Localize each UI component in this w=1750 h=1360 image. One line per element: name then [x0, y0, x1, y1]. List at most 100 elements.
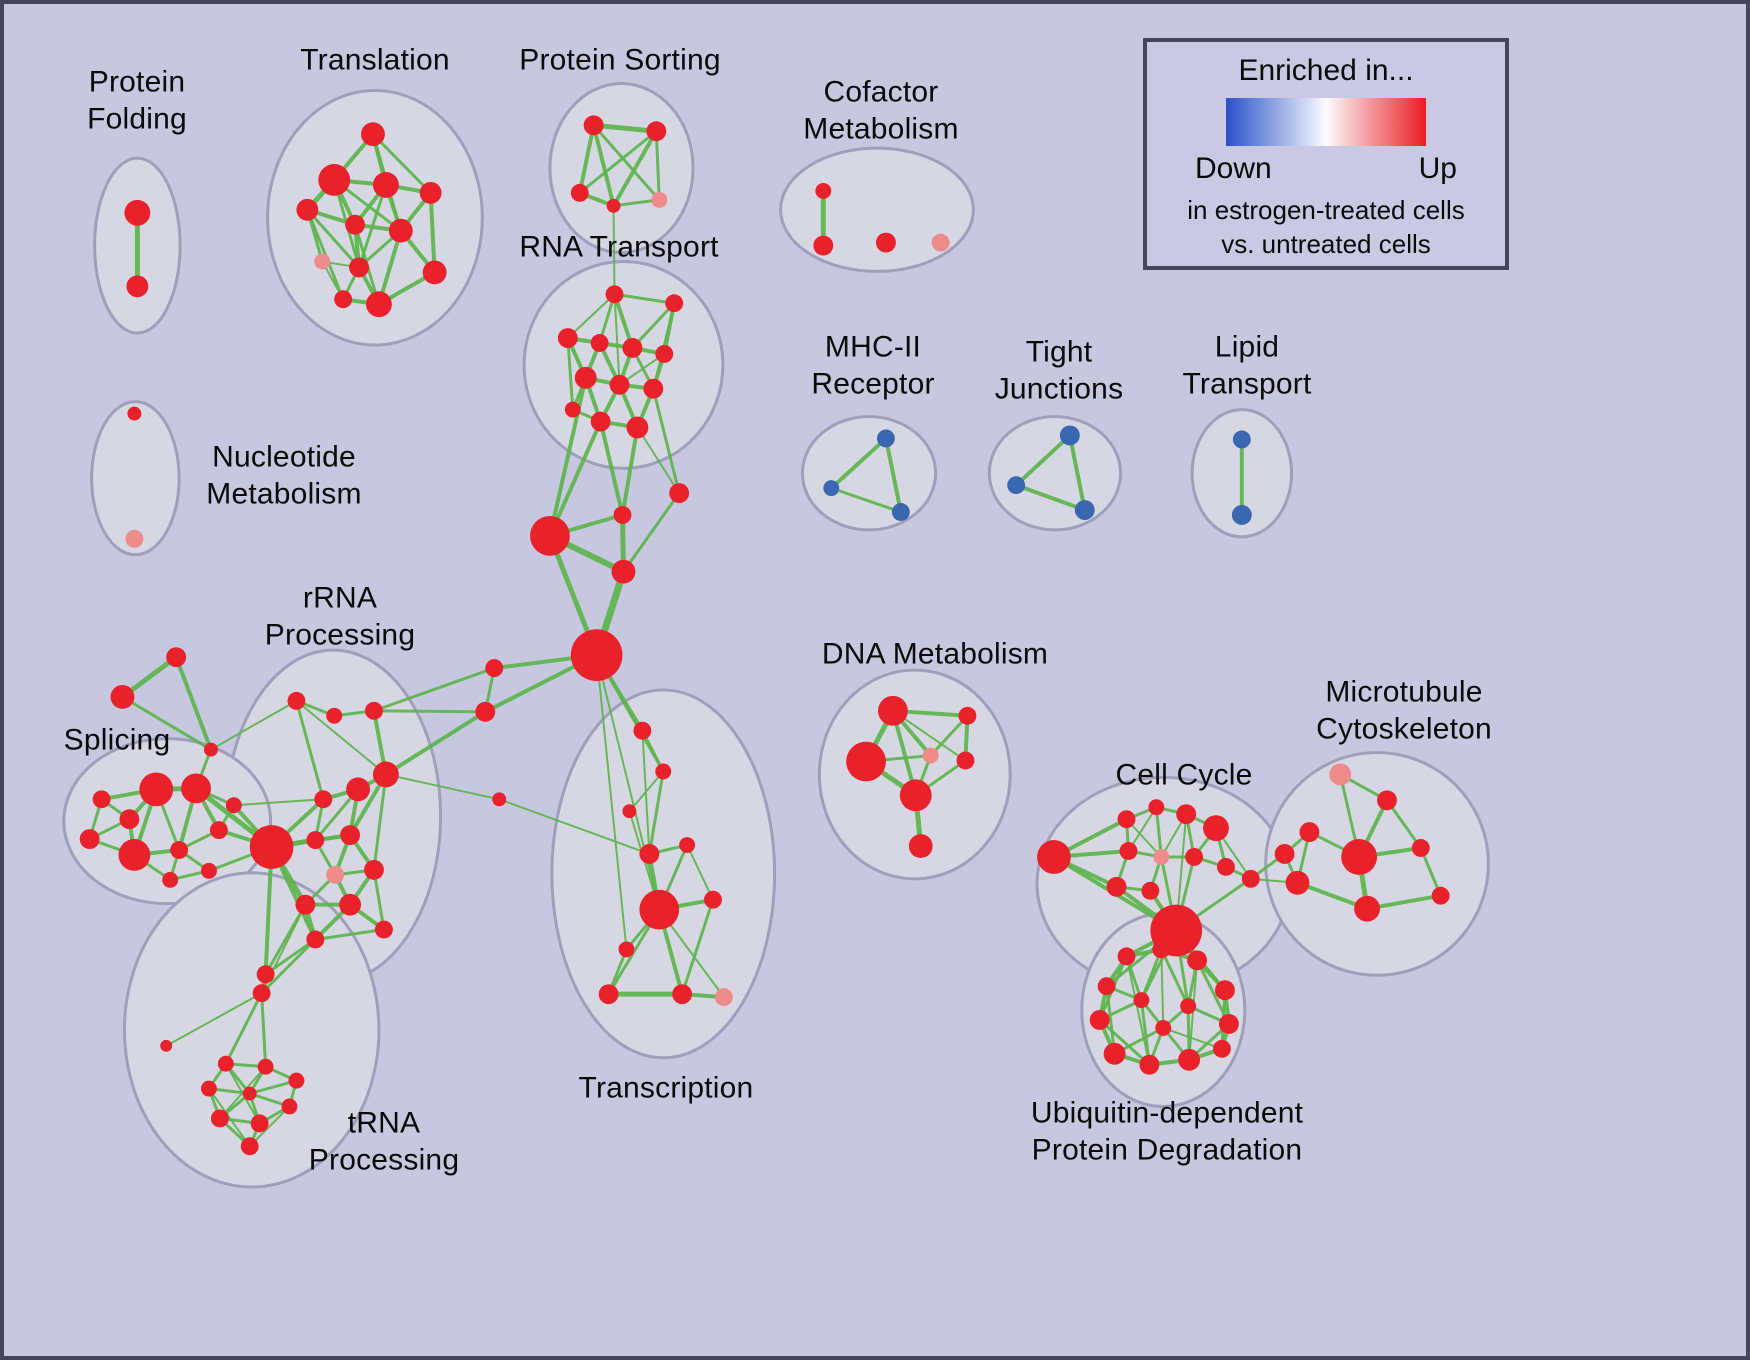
network-node-tx1 — [633, 721, 652, 740]
cluster-ellipse-rna-transport — [522, 259, 725, 470]
network-node-mt5 — [1411, 839, 1430, 857]
network-node-tx9 — [598, 984, 619, 1005]
network-edge — [372, 666, 496, 713]
network-node-ps4 — [606, 198, 621, 213]
network-node-ub4 — [1097, 977, 1116, 996]
network-node-ub1 — [1117, 947, 1136, 966]
network-node-cc9 — [1216, 857, 1235, 876]
network-node-rr16 — [256, 965, 275, 984]
network-node-tj2 — [1007, 476, 1026, 495]
network-edge — [566, 336, 575, 412]
network-node-sp5 — [79, 829, 100, 849]
network-node-rr10 — [326, 865, 345, 884]
network-edge — [207, 1087, 251, 1148]
network-node-sp1 — [139, 772, 174, 807]
network-node-tp10 — [250, 1114, 269, 1133]
network-edge — [647, 769, 665, 856]
network-node-sp3 — [92, 790, 111, 809]
cluster-label-translation: Translation — [300, 43, 450, 77]
network-node-dm1 — [877, 695, 908, 726]
network-edge — [384, 773, 501, 801]
network-node-rt6 — [655, 344, 674, 363]
network-node-nm1 — [127, 406, 142, 421]
network-node-st1 — [166, 647, 187, 668]
network-node-ub9 — [1139, 1054, 1160, 1075]
network-node-tp6 — [200, 1080, 217, 1097]
network-node-mt6 — [1285, 870, 1310, 895]
network-node-cc13 — [1274, 844, 1295, 864]
cluster-label-cell-cycle: Cell Cycle — [1115, 758, 1253, 792]
cluster-label-nucleotide-metabolism: Nucleotide Metabolism — [206, 440, 362, 510]
network-edge — [120, 695, 213, 752]
network-node-ub14 — [1155, 1019, 1172, 1036]
network-edge — [1139, 947, 1163, 1002]
network-node-cn5 — [475, 701, 496, 722]
network-node-ub7 — [1218, 1014, 1239, 1034]
network-node-rt5 — [622, 338, 643, 358]
network-node-sp2 — [181, 773, 211, 804]
network-node-tr7 — [388, 218, 413, 243]
network-node-ub13 — [1180, 998, 1197, 1015]
network-edge — [547, 419, 603, 538]
network-node-tx5 — [679, 837, 696, 853]
cluster-label-ubiquitin-degradation: Ubiquitin-dependent Protein Degradation — [1030, 1096, 1304, 1166]
network-edge — [592, 123, 661, 202]
network-node-sp6 — [118, 839, 151, 871]
network-node-rr4 — [372, 761, 399, 788]
network-node-ub8 — [1103, 1042, 1126, 1065]
network-node-tj3 — [1074, 500, 1095, 520]
network-node-mh2 — [823, 480, 840, 497]
network-edge — [1125, 955, 1151, 1066]
network-node-pf1 — [124, 199, 151, 226]
network-node-mh1 — [876, 429, 895, 448]
network-node-rr3 — [365, 701, 383, 720]
network-node-ub11 — [1213, 1039, 1231, 1058]
network-node-cn1 — [669, 483, 690, 504]
network-node-ps5 — [651, 191, 668, 208]
network-edge — [591, 123, 616, 208]
network-node-rt3 — [557, 328, 578, 348]
network-edge — [248, 1105, 291, 1148]
network-edge — [630, 301, 676, 350]
network-node-tx10 — [672, 984, 693, 1005]
network-edge — [591, 122, 659, 134]
cluster-label-mhc-ii-receptor: MHC-II Receptor — [811, 330, 935, 400]
network-node-cc12 — [1241, 869, 1260, 888]
network-node-mh3 — [891, 503, 910, 521]
network-node-cn6 — [485, 659, 504, 678]
network-node-ub5 — [1214, 980, 1235, 1001]
network-edge — [224, 991, 264, 1066]
network-node-tx7 — [704, 890, 722, 909]
network-edge — [628, 770, 665, 813]
cluster-label-protein-sorting: Protein Sorting — [519, 43, 721, 77]
network-node-cc8 — [1185, 848, 1204, 866]
network-node-rt1 — [605, 285, 624, 304]
network-node-tr11 — [366, 291, 392, 318]
network-node-tr10 — [422, 260, 447, 285]
cluster-ellipse-protein-sorting — [548, 82, 695, 255]
network-node-rt2 — [665, 294, 684, 313]
network-edge — [620, 425, 640, 517]
network-node-nm2 — [125, 529, 144, 548]
network-edge — [260, 937, 317, 995]
cluster-label-tight-junctions: Tight Junctions — [994, 335, 1124, 405]
network-node-tj1 — [1059, 425, 1080, 446]
network-edge — [611, 129, 659, 208]
network-node-cn4 — [611, 559, 636, 584]
network-edge — [383, 709, 488, 777]
network-edge — [577, 123, 596, 195]
network-node-rr11 — [364, 859, 384, 880]
network-edge — [829, 486, 903, 514]
network-edge — [209, 699, 298, 751]
network-node-rr7 — [249, 825, 294, 869]
cluster-ellipse-trna-processing — [122, 871, 381, 1189]
network-node-rt7 — [574, 366, 597, 389]
network-node-cn3 — [613, 506, 632, 524]
network-edge — [1160, 948, 1165, 1029]
network-node-mt1 — [1329, 763, 1352, 786]
network-edge — [598, 419, 625, 517]
network-edge — [613, 292, 676, 305]
network-node-ub10 — [1178, 1048, 1201, 1071]
network-node-mt2 — [1377, 790, 1397, 811]
